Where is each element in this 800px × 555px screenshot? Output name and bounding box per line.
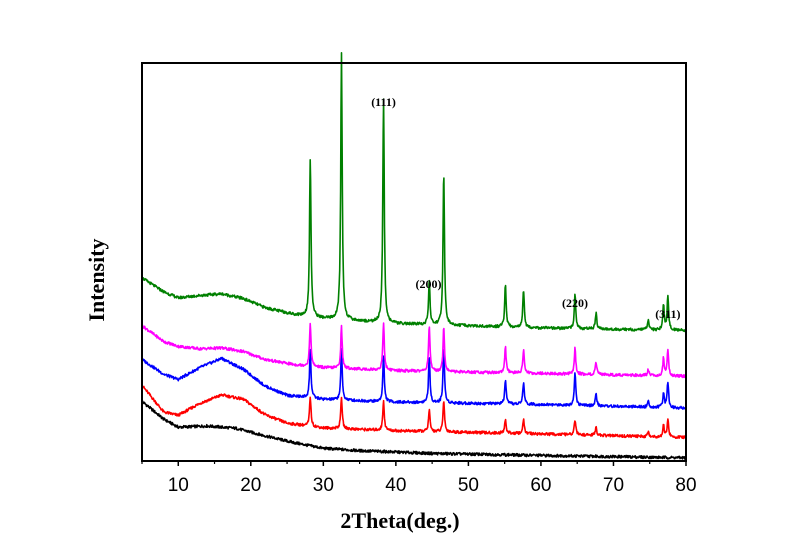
x-tick-label-10: 10: [168, 475, 189, 496]
series-green-line: [141, 51, 687, 333]
peak-label-0: (111): [371, 95, 396, 109]
peak-label-1: (200): [416, 277, 442, 291]
peak-label-3: (311): [655, 307, 680, 321]
x-tick-label-60: 60: [530, 475, 551, 496]
series-layer: [141, 51, 687, 460]
x-tick-label-40: 40: [385, 475, 406, 496]
series-black-line: [141, 400, 687, 460]
y-axis-title: Intensity: [84, 238, 109, 321]
x-tick-label-30: 30: [313, 475, 334, 496]
x-tick-label-80: 80: [675, 475, 696, 496]
x-axis-title: 2Theta(deg.): [340, 508, 459, 533]
series-blue-line: [141, 347, 687, 410]
x-tick-label-70: 70: [603, 475, 624, 496]
series-red-line: [141, 385, 687, 440]
x-tick-label-20: 20: [240, 475, 261, 496]
peak-labels: (111) (200) (220) (311): [371, 95, 680, 321]
x-tick-label-50: 50: [458, 475, 479, 496]
series-magenta-line: [141, 322, 687, 379]
peak-label-2: (220): [562, 296, 588, 310]
plot-frame: [141, 62, 687, 462]
x-axis-ticks: 10 20 30 40 50 60 70 80: [141, 461, 697, 496]
